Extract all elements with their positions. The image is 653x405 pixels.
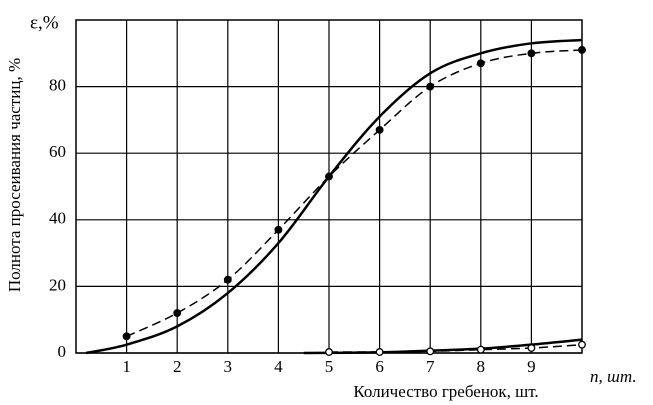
- y-axis-label: Полнота просеивания частиц, %: [5, 58, 24, 292]
- x-tick-label: 4: [274, 357, 283, 376]
- marker: [375, 348, 384, 356]
- x-tick-label: 1: [122, 357, 131, 376]
- marker: [325, 348, 333, 356]
- y-tick-label: 20: [49, 275, 66, 294]
- y-tick-label: 40: [49, 209, 66, 228]
- x-tick-label: 3: [224, 357, 233, 376]
- x-tick-label: 6: [375, 357, 384, 376]
- marker: [173, 309, 182, 317]
- marker: [476, 345, 485, 354]
- x-tick-label: 5: [325, 357, 334, 376]
- marker: [578, 340, 586, 349]
- marker: [274, 225, 283, 234]
- marker: [426, 347, 435, 356]
- y-tick-label: 0: [58, 342, 67, 361]
- x-tick-label: 9: [527, 357, 536, 376]
- marker: [122, 332, 131, 341]
- line: [126, 49, 583, 338]
- marker: [223, 275, 232, 284]
- marker: [426, 82, 435, 91]
- y-unit: ε,%: [30, 12, 59, 33]
- marker: [476, 59, 485, 68]
- marker: [527, 49, 536, 58]
- y-tick-label: 80: [49, 76, 66, 95]
- x-tick-label: 8: [477, 357, 486, 376]
- marker: [375, 125, 384, 134]
- y-tick-label: 60: [49, 142, 66, 161]
- line: [328, 343, 583, 353]
- marker: [325, 172, 333, 181]
- x-unit: n, шт.: [590, 367, 637, 386]
- marker: [578, 46, 586, 54]
- marker: [527, 344, 536, 352]
- x-tick-label: 2: [173, 357, 182, 376]
- x-axis-label: Количество гребенок, шт.: [353, 382, 538, 401]
- x-tick-label: 7: [426, 357, 435, 376]
- line: [303, 338, 583, 355]
